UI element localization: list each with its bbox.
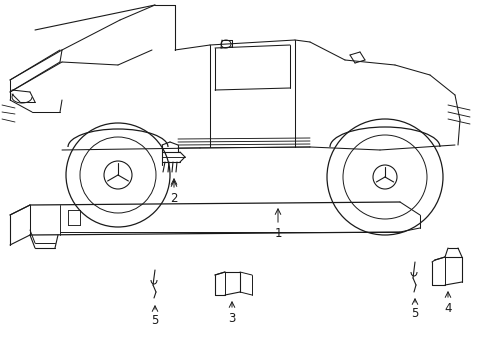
Text: 5: 5 [410, 307, 418, 320]
Text: 2: 2 [170, 192, 177, 205]
Text: 3: 3 [228, 312, 235, 325]
Text: 1: 1 [274, 227, 281, 240]
Text: 5: 5 [151, 314, 159, 327]
Text: 4: 4 [443, 302, 451, 315]
